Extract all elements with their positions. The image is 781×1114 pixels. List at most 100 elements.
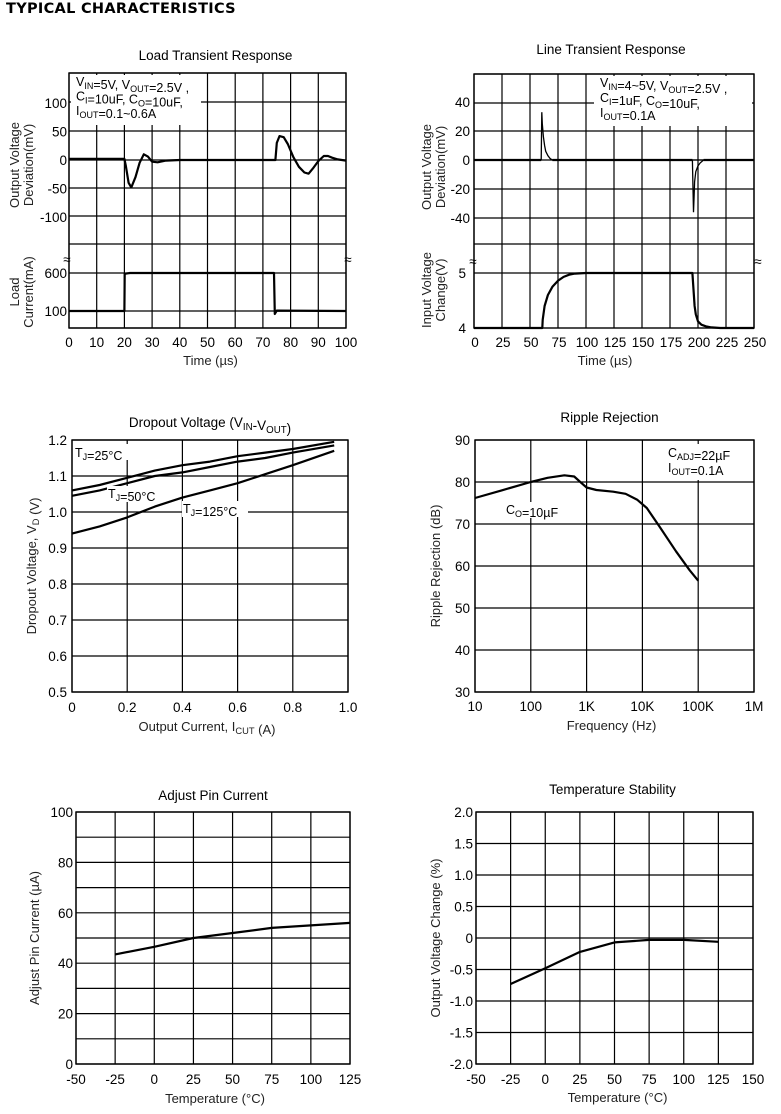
x-tick-label: 50 bbox=[200, 335, 215, 350]
x-tick-label: 225 bbox=[716, 335, 739, 350]
plot-frame bbox=[75, 811, 351, 1065]
y-axis-label-upper: Output Voltage Deviation(mV) bbox=[7, 122, 36, 208]
x-tick-label: 75 bbox=[264, 1072, 279, 1087]
x-tick-label: 70 bbox=[255, 335, 270, 350]
y-tick-label: -20 bbox=[450, 182, 470, 197]
y-tick-label: 0.8 bbox=[48, 577, 67, 592]
chart-line-transient: Line Transient Response VIN=4~5V, VOUT=2.… bbox=[419, 42, 766, 368]
y-tick-label: 90 bbox=[455, 433, 470, 448]
annotation-text: CI=1uF, CO=10uF, bbox=[600, 91, 700, 111]
y-axis-label-text: Ripple Rejection (dB) bbox=[428, 505, 443, 628]
chart-title: Adjust Pin Current bbox=[158, 788, 268, 803]
y-tick-label: 0.6 bbox=[48, 649, 67, 664]
y-tick-label: 0.7 bbox=[48, 613, 67, 628]
x-axis-label: Frequency (Hz) bbox=[567, 718, 657, 733]
y-tick-label: 0.5 bbox=[454, 900, 473, 915]
annotation-text: VIN=4~5V, VOUT=2.5V , bbox=[600, 76, 727, 96]
x-tick-label: 75 bbox=[642, 1072, 657, 1087]
x-tick-label: 25 bbox=[186, 1072, 201, 1087]
y-axis-label: Adjust Pin Current (µA) bbox=[27, 871, 42, 1005]
y-axis-label-text: Adjust Pin Current (µA) bbox=[27, 871, 42, 1005]
x-tick-label: 100 bbox=[576, 335, 599, 350]
y-tick-label: 600 bbox=[44, 266, 67, 281]
y-tick-label: 5 bbox=[458, 266, 466, 281]
x-tick-label: 200 bbox=[688, 335, 711, 350]
series-line-ripple bbox=[474, 474, 700, 582]
x-tick-label: 0 bbox=[65, 335, 73, 350]
x-tick-label: 50 bbox=[607, 1072, 622, 1087]
y-axis-label-line: Input Voltage bbox=[419, 252, 434, 328]
y-tick-label: 80 bbox=[455, 475, 470, 490]
y-tick-label: 20 bbox=[58, 1007, 73, 1022]
y-axis-label-upper: Output Voltage Deviation(mV) bbox=[419, 124, 448, 210]
plot-frame bbox=[475, 811, 754, 1065]
y-axis-label-text: Dropout Voltage, VD (V) bbox=[24, 498, 42, 635]
chart-load-transient: Load Transient Response VIN=5V, VOUT=2.5V… bbox=[7, 48, 357, 368]
x-tick-label: 0.2 bbox=[118, 700, 137, 715]
x-tick-label: 100 bbox=[335, 335, 358, 350]
series-line-voltage-change bbox=[510, 938, 719, 986]
series-label: TJ=25°C bbox=[75, 446, 122, 463]
y-tick-label: 4 bbox=[458, 321, 466, 336]
x-tick-label: 10 bbox=[467, 699, 482, 714]
y-tick-label: 80 bbox=[58, 855, 73, 870]
x-tick-label: 10K bbox=[630, 699, 654, 714]
plot-frame bbox=[474, 439, 755, 693]
y-tick-label: -50 bbox=[47, 182, 67, 197]
x-axis-label: Output Current, ICUT (A) bbox=[139, 719, 276, 737]
x-axis-label: Temperature (°C) bbox=[165, 1091, 265, 1106]
x-tick-label: 175 bbox=[660, 335, 683, 350]
y-axis-label-lower: Input Voltage Change(V) bbox=[419, 252, 448, 328]
x-axis-label: Temperature (°C) bbox=[568, 1090, 668, 1105]
label-background bbox=[182, 501, 248, 517]
y-axis-label: Output Voltage Change (%) bbox=[428, 859, 443, 1018]
y-tick-label: 20 bbox=[455, 124, 470, 139]
series-line-125c bbox=[71, 449, 335, 535]
y-tick-label: 50 bbox=[52, 125, 67, 140]
y-tick-label: 40 bbox=[455, 643, 470, 658]
x-tick-label: 1K bbox=[578, 699, 595, 714]
chart-title: Dropout Voltage (VIN-VOUT) bbox=[129, 415, 291, 436]
series-line-output-voltage bbox=[69, 135, 347, 189]
x-tick-label: 75 bbox=[551, 335, 566, 350]
chart-title: Line Transient Response bbox=[536, 42, 685, 57]
x-tick-label: 150 bbox=[742, 1072, 765, 1087]
label-background bbox=[107, 486, 165, 502]
y-axis-label: Dropout Voltage, VD (V) bbox=[24, 498, 42, 635]
annotation-background bbox=[594, 76, 752, 126]
x-axis-label: Time (µs) bbox=[183, 353, 238, 368]
x-tick-label: 0.8 bbox=[283, 700, 302, 715]
plot-frame bbox=[71, 439, 349, 693]
y-tick-label: -40 bbox=[450, 211, 470, 226]
plot-frame bbox=[473, 73, 755, 329]
y-tick-label: 1.0 bbox=[454, 868, 473, 883]
chart-title: Load Transient Response bbox=[139, 48, 293, 63]
y-tick-label: 1.0 bbox=[48, 505, 67, 520]
chart-title: Ripple Rejection bbox=[560, 410, 658, 425]
axis-break-symbol: ≈ bbox=[344, 252, 352, 267]
x-tick-label: 0.6 bbox=[228, 700, 247, 715]
x-tick-label: 50 bbox=[523, 335, 538, 350]
x-tick-label: 60 bbox=[228, 335, 243, 350]
y-tick-label: 0.5 bbox=[48, 685, 67, 700]
x-tick-label: 10 bbox=[89, 335, 104, 350]
x-tick-label: 0 bbox=[151, 1072, 159, 1087]
x-tick-label: 30 bbox=[145, 335, 160, 350]
x-tick-label: 100 bbox=[520, 699, 543, 714]
x-tick-label: 50 bbox=[225, 1072, 240, 1087]
annotation-background bbox=[71, 75, 201, 125]
label-background bbox=[74, 444, 132, 460]
series-line-25c bbox=[71, 440, 335, 492]
y-tick-label: 60 bbox=[58, 906, 73, 921]
chart-temperature-stability: Temperature Stability 2.0 1.5 1.0 0.5 0 -0.5 -1… bbox=[428, 782, 764, 1105]
x-tick-label: 0 bbox=[68, 700, 76, 715]
series-line-adjust-current bbox=[114, 921, 351, 956]
y-tick-label: 40 bbox=[58, 956, 73, 971]
axis-break-symbol: ≈ bbox=[469, 254, 477, 269]
x-tick-label: 250 bbox=[744, 335, 767, 350]
x-tick-label: 40 bbox=[172, 335, 187, 350]
y-tick-label: 0 bbox=[59, 153, 67, 168]
y-tick-label: -0.5 bbox=[450, 963, 473, 978]
